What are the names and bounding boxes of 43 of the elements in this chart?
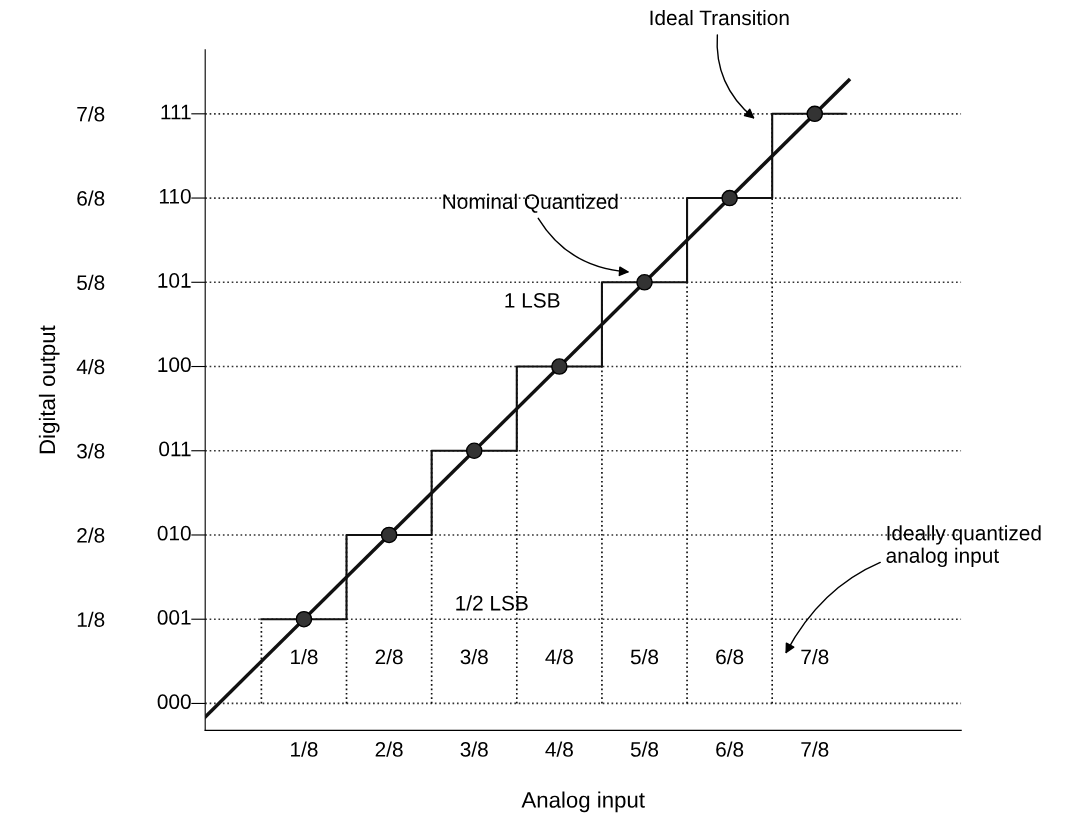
y-tick-label: 3/8 (77, 443, 105, 459)
x-axis-title: Analog input (521, 791, 645, 813)
x-tick-label: 1/8 (291, 648, 318, 665)
text: 001 (157, 610, 191, 625)
point (636, 273, 653, 291)
text: 7/8 (801, 741, 829, 757)
text: 011 (159, 441, 191, 457)
text: 2/8 (375, 741, 403, 757)
y-tick-label: 5/8 (77, 274, 105, 291)
y-tick-label: 7/8 (77, 106, 105, 122)
text: Ideal Transition (650, 9, 789, 26)
point (465, 442, 483, 460)
point (551, 358, 568, 375)
y-tick-label: 2/8 (77, 527, 105, 543)
text: 101 (158, 273, 191, 288)
point (380, 526, 398, 544)
y-tick-label: 6/8 (77, 190, 105, 206)
text: 100 (158, 357, 191, 373)
text: 000 (157, 694, 191, 710)
y-tick-label: 4/8 (76, 358, 105, 375)
x-tick-label: 4/8 (545, 648, 573, 665)
text: 1/8 (291, 741, 318, 757)
annotation: 1/2 LSB (456, 595, 528, 611)
text: 6/8 (716, 741, 744, 757)
x-tick-label: 5/8 (630, 648, 659, 665)
text: 010 (157, 525, 191, 541)
x-tick-label: 6/8 (716, 648, 744, 665)
text: 111 (161, 104, 191, 120)
point (806, 105, 824, 123)
annotation: 1 LSB (505, 292, 560, 308)
x-tick-label: 3/8 (460, 648, 488, 665)
point (721, 189, 738, 207)
text: 110 (159, 188, 191, 204)
annotation: Ideally quantized analog input (886, 525, 1041, 568)
text: 5/8 (630, 741, 659, 757)
point (295, 610, 313, 628)
text: 4/8 (545, 741, 573, 757)
text: 3/8 (460, 741, 488, 757)
annotation: Nominal Quantized (443, 193, 618, 213)
x-tick-label: 7/8 (801, 648, 829, 665)
y-axis-title: Digital output (38, 325, 60, 454)
y-tick-label: 1/8 (77, 611, 105, 627)
x-tick-label: 2/8 (375, 648, 403, 665)
